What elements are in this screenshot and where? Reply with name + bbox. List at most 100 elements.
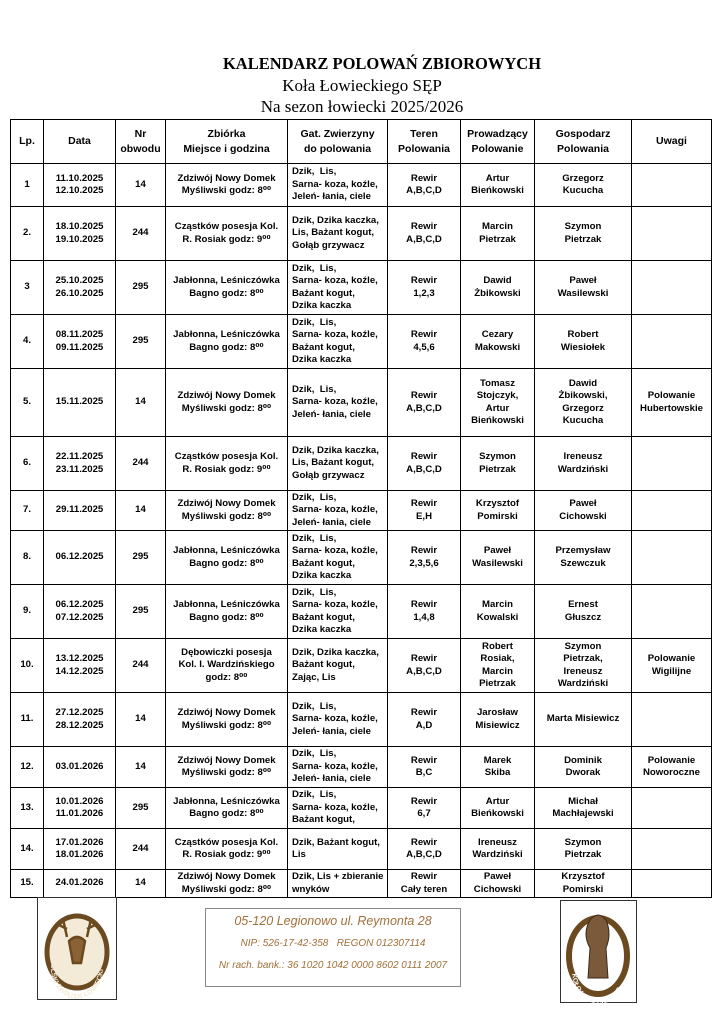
table-cell: Dawid Żbikowski <box>460 260 535 315</box>
cell-line: obwodu <box>120 142 161 155</box>
cell-line: 19.10.2025 <box>55 233 104 245</box>
cell-line: 12.10.2025 <box>55 185 104 196</box>
cell-line: 17.01.2026 <box>55 836 104 848</box>
cell-line: 03.01.2026 <box>55 760 104 772</box>
cell-line: 06.12.2025 <box>55 551 104 563</box>
cell-line: A,B,C,D <box>406 233 442 245</box>
cell-line: 244 <box>132 659 149 671</box>
table-cell: Ireneusz Wardziński <box>460 828 535 870</box>
table-cell: Rewir 1,2,3 <box>387 260 461 315</box>
table-cell: Paweł Wasilewski <box>534 260 632 315</box>
cell-line: Paweł <box>483 871 512 883</box>
cell-line: Myśliwski godz: 8⁰⁰ <box>181 402 272 414</box>
cell-line: A,B,C,D <box>406 185 442 196</box>
table-cell <box>631 584 712 639</box>
table-cell: Rewir A,B,C,D <box>387 436 461 491</box>
table-row: 14. 17.01.2026 18.01.2026 244 Cząstków poses… <box>10 828 712 870</box>
cell-line: 25.10.2025 <box>55 275 104 287</box>
cell-line: Hubertowskie <box>640 402 703 414</box>
table-cell: Cząstków posesja Kol. R. Rosiak godz: 9⁰⁰ <box>165 206 288 261</box>
table-cell: Ireneusz Wardziński <box>534 436 632 491</box>
table-cell: Dzik, Lis, Sarna- koza, koźle, Bażant kogu… <box>287 530 388 585</box>
table-cell: Dzik, Lis + zbieranie wnyków <box>287 869 388 898</box>
table-cell: 8. <box>10 530 44 585</box>
cell-line: Dzik, Dzika kaczka, <box>292 646 379 658</box>
cell-line: Polowanie <box>647 390 696 402</box>
table-cell: 14 <box>115 490 166 531</box>
cell-line: Lis <box>292 849 306 860</box>
table-cell: Dzik, Lis, Sarna- koza, koźle, Bażant kogu… <box>287 314 388 369</box>
cell-line: 11.01.2026 <box>55 808 104 819</box>
table-cell: Zdziwój Nowy Domek Myśliwski godz: 8⁰⁰ <box>165 163 288 207</box>
table-cell: Marcin Pietrzak <box>460 206 535 261</box>
table-cell: Cząstków posesja Kol. R. Rosiak godz: 9⁰⁰ <box>165 436 288 491</box>
table-cell: 08.11.2025 09.11.2025 <box>43 314 116 369</box>
table-cell: 25.10.2025 26.10.2025 <box>43 260 116 315</box>
table-cell: Rewir 2,3,5,6 <box>387 530 461 585</box>
cell-line: 27.12.2025 <box>55 707 104 719</box>
cell-line: 14 <box>135 504 146 516</box>
table-cell: Marek Skiba <box>460 746 535 788</box>
cell-line: 4. <box>22 335 31 347</box>
cell-line: Jarosław <box>476 707 519 719</box>
cell-line: A,B,C,D <box>406 463 442 475</box>
cell-line: 3 <box>24 281 30 293</box>
table-cell: 244 <box>115 436 166 491</box>
table-cell: Dominik Dworak <box>534 746 632 788</box>
cell-line: 2. <box>22 227 31 239</box>
cell-line: A,D <box>415 719 433 731</box>
cell-line: 24.01.2026 <box>55 877 104 889</box>
cell-line: Grzegorz <box>562 402 604 414</box>
table-cell: 4. <box>10 314 44 369</box>
cell-line: Zdziwój Nowy Domek <box>177 707 276 719</box>
table-cell: Zdziwój Nowy Domek Myśliwski godz: 8⁰⁰ <box>165 746 288 788</box>
table-cell: Tomasz Stojczyk, Artur Bieńkowski <box>460 368 535 437</box>
cell-line: 14. <box>20 842 34 854</box>
cell-line: Miejsce i godzina <box>183 142 270 155</box>
cell-line: Dzik, Lis + zbieranie <box>292 871 384 883</box>
table-cell: 14 <box>115 746 166 788</box>
table-row: 6. 22.11.2025 23.11.2025 244 Cząstków posesj… <box>10 436 712 491</box>
cell-line: 26.10.2025 <box>55 287 104 299</box>
cell-line: Dzik, Lis, <box>292 789 337 801</box>
cell-line: Sarna- koza, koźle, <box>292 329 378 341</box>
table-body: 1 11.10.2025 12.10.2025 14 Zdziwój Nowy Dome… <box>10 163 712 898</box>
cell-line: Dzik, Lis, <box>292 166 337 178</box>
cell-line: Lis, Bażant kogut, <box>292 227 375 239</box>
cell-line: Dzika kaczka <box>292 623 352 635</box>
cell-line: Stojczyk, <box>476 390 519 402</box>
cell-line: Dzik, Dzika kaczka, <box>292 444 379 456</box>
table-cell <box>631 260 712 315</box>
cell-line: Tomasz <box>479 377 515 389</box>
cell-line: Gospodarz <box>555 127 611 140</box>
table-cell: 15. <box>10 869 44 898</box>
cell-line: Bażant kogut, <box>292 611 355 623</box>
cell-line: 11. <box>20 713 34 725</box>
cell-line: Zdziwój Nowy Domek <box>177 871 276 883</box>
ids: NIP: 526-17-42-358 REGON 012307114 <box>240 938 426 949</box>
table-row: 9. 06.12.2025 07.12.2025 295 Jabłonna, Leśni… <box>10 584 712 639</box>
table-row: 12. 03.01.2026 14 Zdziwój Nowy Domek Myśliws… <box>10 746 712 788</box>
table-cell: Michał Machłajewski <box>534 787 632 829</box>
cell-line: Artur <box>485 795 510 807</box>
cell-line: 4,5,6 <box>413 341 435 353</box>
cell-line: Artur <box>485 402 510 414</box>
cell-line: Dzika kaczka <box>292 569 352 581</box>
table-cell: 11. <box>10 692 44 747</box>
cell-line: Pietrzak <box>479 233 516 245</box>
table-cell: Artur Bieńkowski <box>460 787 535 829</box>
cell-line: Jeleń- łania, ciele <box>292 408 371 420</box>
table-cell <box>631 530 712 585</box>
table-cell: Data <box>43 119 116 164</box>
cell-line: 10. <box>20 659 34 671</box>
cell-line: Szewczuk <box>560 557 606 569</box>
cell-line: Żbikowski, <box>558 390 608 402</box>
cell-line: Dzik, Lis, <box>292 383 337 395</box>
cell-line: Dzik, Lis, <box>292 700 337 712</box>
table-cell: Ernest Głuszcz <box>534 584 632 639</box>
table-row: 8. 06.12.2025 295 Jabłonna, Leśniczówka Bagn… <box>10 530 712 585</box>
table-cell: Dzik, Lis, Sarna- koza, koźle, Bażant kogu… <box>287 787 388 829</box>
address: 05-120 Legionowo ul. Reymonta 28 <box>234 914 432 928</box>
cell-line: Sarna- koza, koźle, <box>292 713 378 725</box>
table-cell: Marcin Kowalski <box>460 584 535 639</box>
